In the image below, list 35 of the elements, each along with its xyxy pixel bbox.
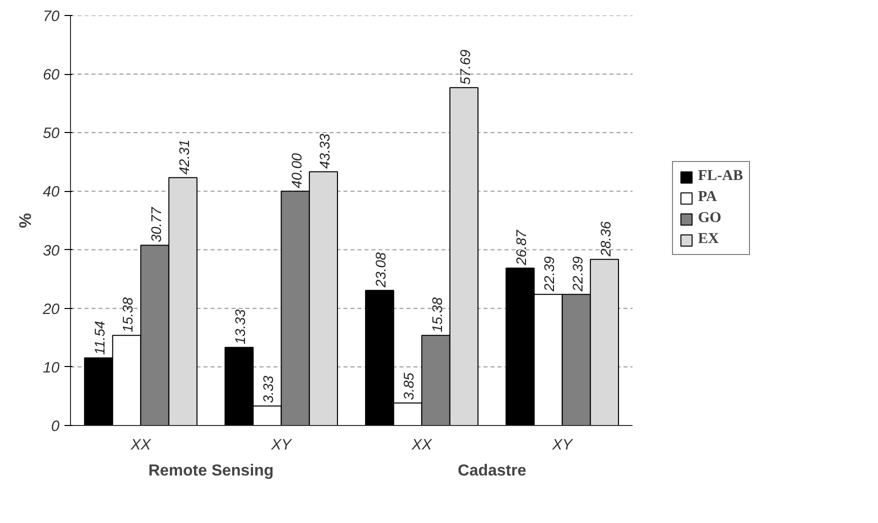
data-label: 43.33 [316,133,332,169]
x-tick-label: XX [410,436,433,454]
data-label: 15.38 [428,297,445,332]
data-label: 40.00 [288,152,304,188]
x-tick-label: XX [130,436,152,454]
data-label: 26.87 [513,228,530,266]
y-tick-label: 70 [42,8,60,25]
data-label: 22.39 [569,256,586,292]
legend-label: PA [698,189,718,206]
data-label: 57.69 [456,49,473,85]
y-tick-label: 0 [51,418,60,435]
data-label: 30.77 [148,206,164,242]
y-tick-label: 60 [42,66,60,84]
y-tick-label: 50 [42,125,60,142]
y-tick-label: 30 [42,242,60,260]
legend-label: EX [698,231,719,248]
text: Cadastre [458,462,526,480]
data-label: 28.36 [597,221,614,258]
y-tick-label: 20 [42,300,60,318]
data-label: 15.38 [120,297,136,332]
y-axis-title: % [16,212,35,228]
x-tick-label: XY [270,436,292,454]
data-label: 3.33 [260,376,276,403]
y-tick-label: 10 [42,359,60,376]
data-label: 13.33 [232,309,248,344]
legend-label: FL-AB [698,168,743,185]
y-tick-label: 40 [42,184,60,201]
data-label: 23.08 [372,252,389,288]
data-label: 3.85 [400,372,417,400]
legend-label: GO [698,210,722,227]
text: Remote Sensing [148,462,274,480]
x-tick-label: XY [551,436,574,454]
data-label: 11.54 [92,320,108,355]
data-label: 42.31 [176,140,192,175]
data-label: 22.39 [541,256,558,292]
